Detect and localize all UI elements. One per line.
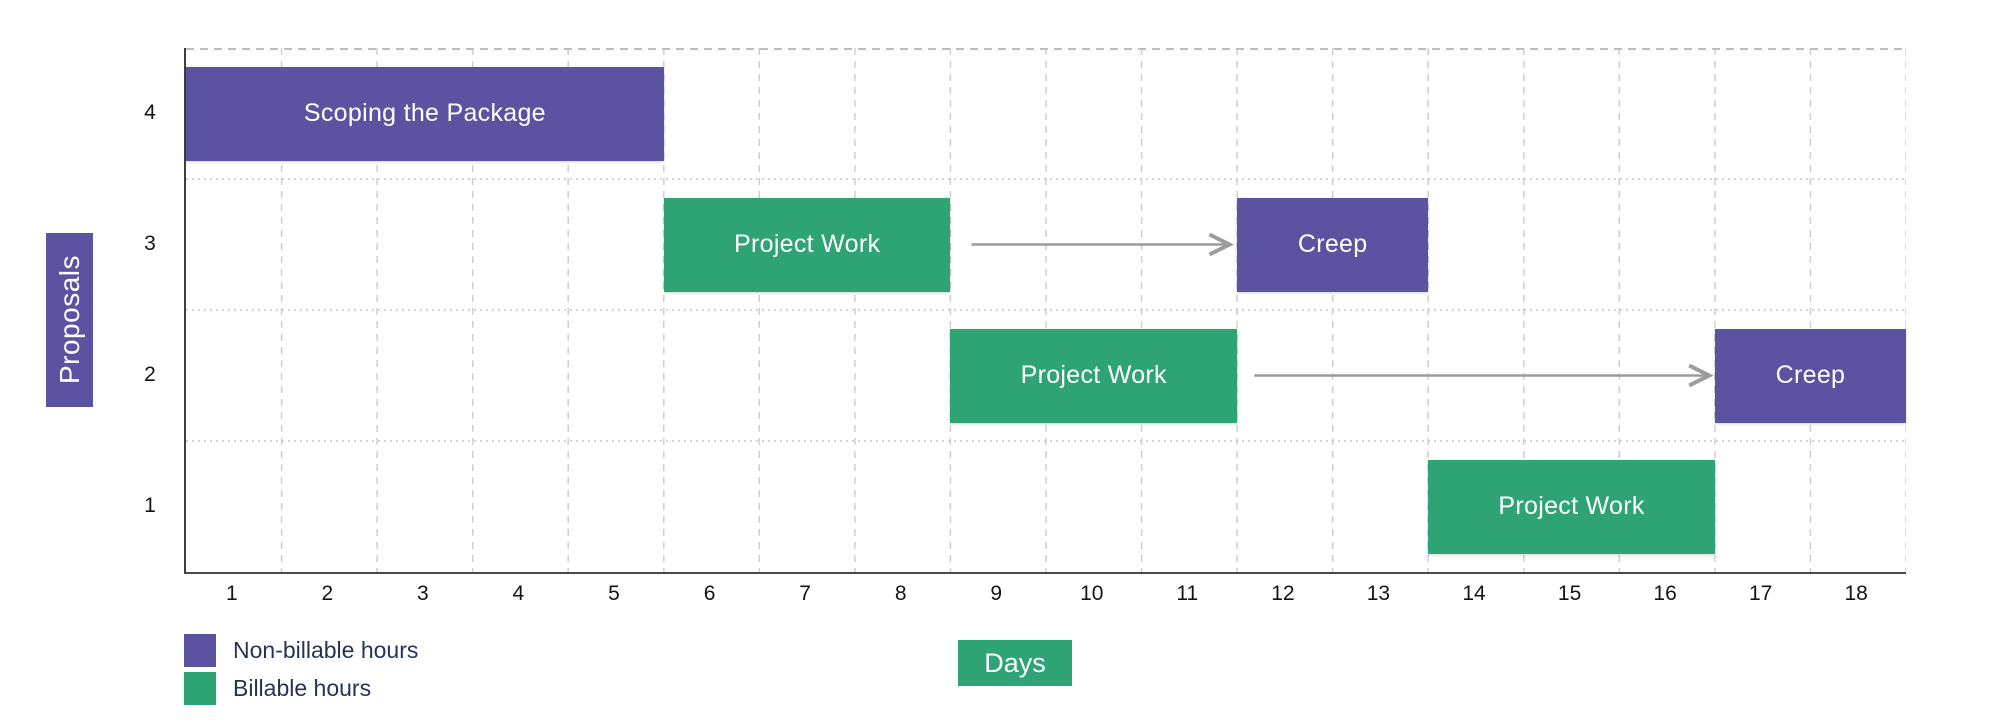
- gantt-bar-creep: Creep: [1237, 197, 1429, 292]
- x-tick-label: 12: [1271, 582, 1295, 605]
- y-axis-title-box: Proposals: [46, 233, 93, 407]
- bar-label: Scoping the Package: [303, 99, 546, 127]
- x-tick-label: 9: [990, 582, 1003, 605]
- bar-label: Creep: [1775, 361, 1846, 389]
- legend: Non-billable hours Billable hours: [184, 634, 418, 710]
- legend-label-billable: Billable hours: [233, 675, 372, 701]
- y-axis-title: Proposals: [53, 255, 85, 385]
- gantt-bar-project-work: Project Work: [950, 328, 1238, 423]
- x-tick-label: 6: [703, 582, 716, 605]
- y-tick-label: 1: [144, 493, 156, 517]
- x-tick-label: 8: [894, 582, 907, 605]
- plot-area: Scoping the Package Project Work Creep Proj…: [184, 48, 1906, 574]
- legend-label-non-billable: Non-billable hours: [233, 637, 419, 663]
- y-tick-label: 3: [144, 231, 156, 255]
- y-tick-label: 2: [144, 362, 156, 386]
- x-tick-label: 13: [1366, 582, 1391, 605]
- x-tick-label: 17: [1749, 582, 1773, 605]
- bar-label: Creep: [1297, 230, 1368, 258]
- legend-swatch-non-billable-icon: [184, 634, 216, 667]
- x-tick-label: 18: [1844, 582, 1868, 605]
- bar-label: Project Work: [1498, 492, 1645, 520]
- gantt-bar-creep: Creep: [1714, 328, 1906, 423]
- x-axis-title-box: Days: [958, 640, 1072, 686]
- x-tick-label: 2: [321, 582, 334, 605]
- bar-label: Project Work: [1020, 361, 1167, 389]
- x-tick-label: 7: [799, 582, 811, 605]
- bar-label: Project Work: [734, 230, 881, 258]
- x-tick-label: 15: [1557, 582, 1582, 605]
- gantt-bar-scoping-the-package: Scoping the Package: [186, 66, 664, 161]
- x-tick-label: 1: [225, 582, 238, 605]
- x-tick-label: 14: [1462, 582, 1486, 605]
- legend-item-billable: Billable hours: [184, 672, 418, 705]
- x-tick-label: 11: [1176, 582, 1199, 605]
- x-tick-label: 4: [512, 582, 525, 605]
- x-tick-label: 10: [1080, 582, 1104, 605]
- legend-swatch-billable-icon: [184, 672, 216, 705]
- x-tick-label: 16: [1653, 582, 1677, 605]
- y-tick-label: 4: [144, 100, 156, 124]
- gantt-bar-project-work: Project Work: [663, 197, 951, 292]
- legend-item-non-billable: Non-billable hours: [184, 634, 418, 667]
- x-tick-label: 3: [417, 582, 429, 605]
- x-tick-label: 5: [608, 582, 620, 605]
- gantt-bar-project-work: Project Work: [1428, 459, 1715, 554]
